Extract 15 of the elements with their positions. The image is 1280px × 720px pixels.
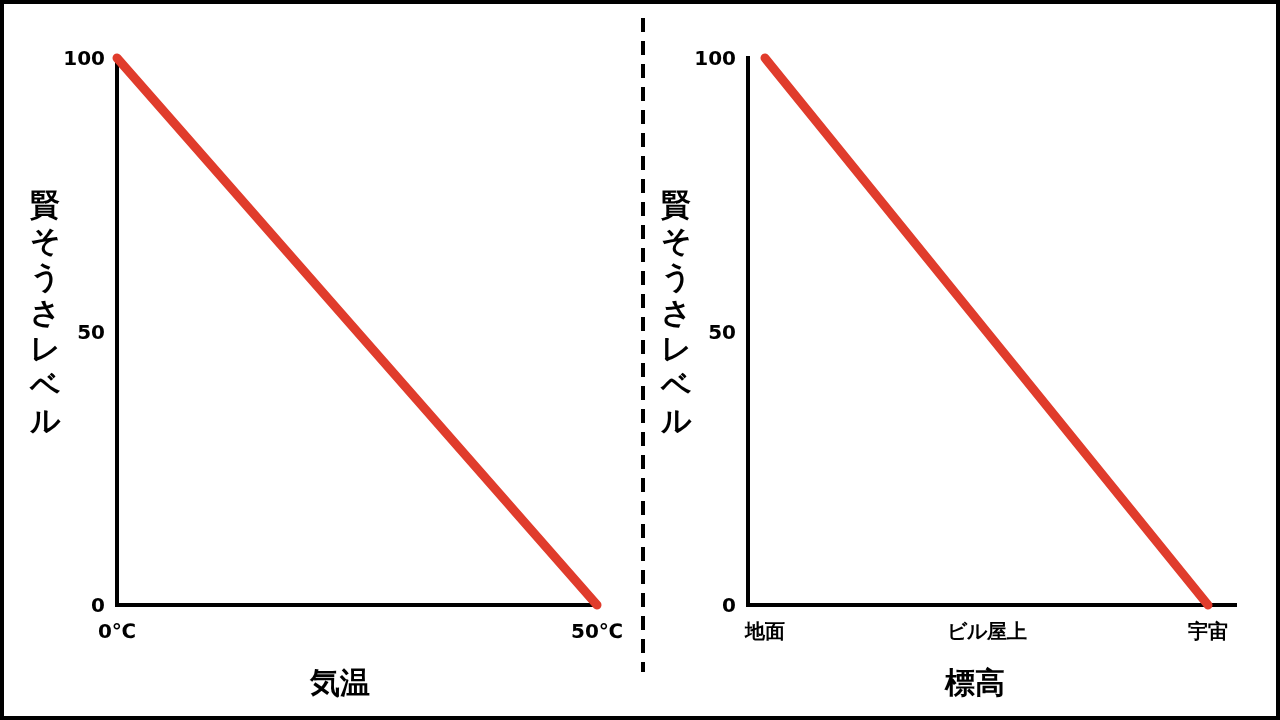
y-tick-label: 100: [694, 46, 736, 70]
y-tick-label: 100: [63, 46, 105, 70]
x-tick-label: 宇宙: [1188, 619, 1228, 643]
y-tick-label: 0: [91, 593, 105, 617]
y-tick-label: 50: [708, 319, 736, 344]
y-tick-label: 0: [722, 593, 736, 617]
x-tick-label: ビル屋上: [946, 619, 1027, 643]
y-axis-title: 賢そうさレベル: [659, 187, 692, 438]
y-axis-title: 賢そうさレベル: [28, 187, 61, 438]
x-axis-title: 気温: [309, 665, 370, 700]
x-tick-label: 地面: [744, 619, 785, 643]
x-tick-label: 0℃: [97, 619, 137, 643]
y-tick-label: 50: [77, 319, 105, 344]
x-tick-label: 50℃: [570, 619, 624, 643]
x-axis-title: 標高: [944, 665, 1005, 700]
